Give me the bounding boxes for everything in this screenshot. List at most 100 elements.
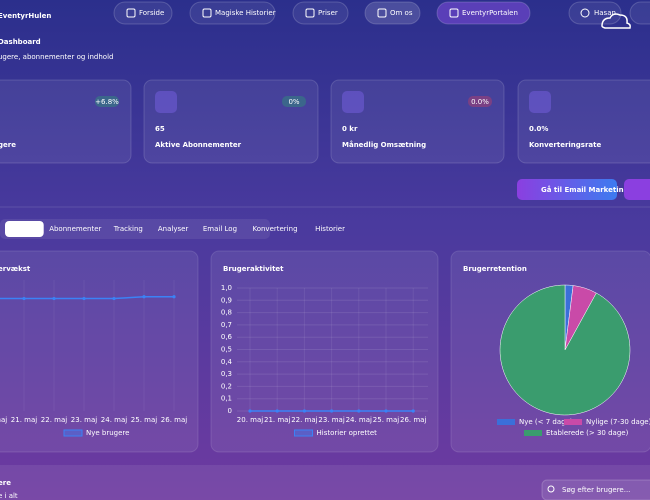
nav-icon: [377, 8, 387, 18]
tab-active[interactable]: [5, 221, 44, 237]
legend-label: Nye brugere: [86, 429, 129, 437]
nav-link[interactable]: [292, 1, 349, 25]
nav-link-label: Priser: [318, 9, 338, 17]
stat-icon: [155, 91, 177, 113]
stat-value: 0 kr: [342, 125, 358, 133]
legend-swatch: [294, 429, 313, 437]
stat-badge: [468, 96, 492, 107]
page-subtitle: ugere, abonnementer og indhold: [0, 53, 113, 61]
y-tick-label: 0,9: [221, 296, 232, 304]
nav-icon: [126, 8, 136, 18]
stat-badge-text: 0%: [288, 98, 299, 106]
nav-link[interactable]: [436, 1, 531, 25]
nav-link-label: Magiske Historier: [215, 9, 276, 17]
legend-label: Nye (< 7 dage): [519, 418, 573, 426]
chart-title: Brugerretention: [463, 265, 527, 273]
cloud-icon: [601, 13, 631, 29]
nav-icon: [202, 8, 212, 18]
point: [22, 296, 26, 301]
x-tick-label: 20. maj: [237, 416, 263, 424]
y-tick-label: 0,3: [221, 370, 232, 378]
logo: EventyrHulen: [0, 12, 51, 20]
stat-label: Månedlig Omsætning: [342, 140, 426, 149]
point: [52, 296, 56, 301]
x-tick-label: 25. maj: [373, 416, 399, 424]
stat-icon: [529, 91, 551, 113]
stat-card: [143, 79, 319, 164]
point: [248, 409, 252, 413]
stat-value: 65: [155, 125, 165, 133]
legend-label: Historier oprettet: [317, 429, 378, 437]
stat-label: Aktive Abonnementer: [155, 141, 242, 149]
tab[interactable]: Tracking: [113, 225, 143, 233]
stat-badge: [282, 96, 306, 107]
point: [357, 409, 361, 413]
user-icon: [580, 8, 590, 18]
point: [384, 409, 388, 413]
x-tick-label: 21. maj: [264, 416, 290, 424]
point: [275, 409, 279, 413]
nav-link[interactable]: [364, 1, 421, 25]
x-tick-label: 22. maj: [291, 416, 317, 424]
legend-swatch: [564, 419, 582, 425]
search-icon: [547, 485, 555, 493]
y-tick-label: 0,8: [221, 309, 232, 317]
x-tick-label: 23. maj: [71, 416, 97, 424]
point: [112, 296, 116, 301]
stat-value: 0.0%: [529, 125, 548, 133]
tab[interactable]: Analyser: [158, 225, 189, 233]
stat-card: [330, 79, 505, 164]
y-tick-label: 0,5: [221, 346, 232, 354]
user-name: Hasan: [594, 9, 616, 17]
stat-icon: [342, 91, 364, 113]
x-tick-label: 26. maj: [161, 416, 187, 424]
x-tick-label: 21. maj: [11, 416, 37, 424]
y-tick-label: 0,7: [221, 321, 232, 329]
email-button[interactable]: [517, 179, 617, 200]
x-tick-label: 26. maj: [400, 416, 426, 424]
tab[interactable]: Historier: [315, 225, 345, 233]
stat-badge-text: +6.8%: [95, 98, 119, 106]
nav-link[interactable]: [189, 1, 276, 25]
user-button[interactable]: [568, 1, 622, 25]
tab[interactable]: Brugere: [10, 225, 38, 233]
logout-button[interactable]: [629, 1, 650, 25]
legend-label: Nylige (7-30 dage): [586, 418, 650, 426]
chart-panel: [210, 250, 439, 453]
search-placeholder: Søg efter brugere...: [562, 486, 630, 494]
tab[interactable]: Konvertering: [252, 225, 297, 233]
nav-link[interactable]: [113, 1, 173, 25]
users-title: ere: [0, 479, 11, 487]
tab[interactable]: Abonnementer: [49, 225, 101, 233]
stat-label: gere: [0, 141, 16, 149]
chart-title: ervækst: [0, 265, 31, 273]
stat-card: [517, 79, 650, 164]
page-title: Dashboard: [0, 38, 41, 46]
stat-label: Konverteringsrate: [529, 141, 601, 149]
action-button[interactable]: [624, 179, 650, 200]
legend-label: Etablerede (> 30 dage): [546, 429, 629, 437]
stat-card: [0, 79, 132, 164]
pie-slice: [499, 284, 631, 416]
x-tick-label: 24. maj: [101, 416, 127, 424]
y-tick-label: 0: [228, 407, 232, 415]
users-subtitle: e i alt: [0, 492, 18, 500]
nav-link-label: EventyrPortalen: [462, 9, 518, 17]
chart-panel: [0, 250, 199, 453]
tab-bar: [0, 219, 270, 239]
tab[interactable]: Email Log: [203, 225, 237, 233]
point: [330, 409, 334, 413]
search-box[interactable]: [541, 479, 650, 500]
x-tick-label: 22. maj: [41, 416, 67, 424]
y-tick-label: 1,0: [221, 284, 232, 292]
point: [142, 295, 146, 299]
users-panel: [0, 465, 650, 500]
nav-link-label: Om os: [390, 9, 413, 17]
legend-swatch: [524, 430, 542, 436]
chart-title: Brugeraktivitet: [223, 265, 284, 273]
x-tick-label: 20. maj: [0, 416, 7, 424]
y-tick-label: 0,6: [221, 333, 233, 341]
y-tick-label: 0,4: [221, 358, 233, 366]
